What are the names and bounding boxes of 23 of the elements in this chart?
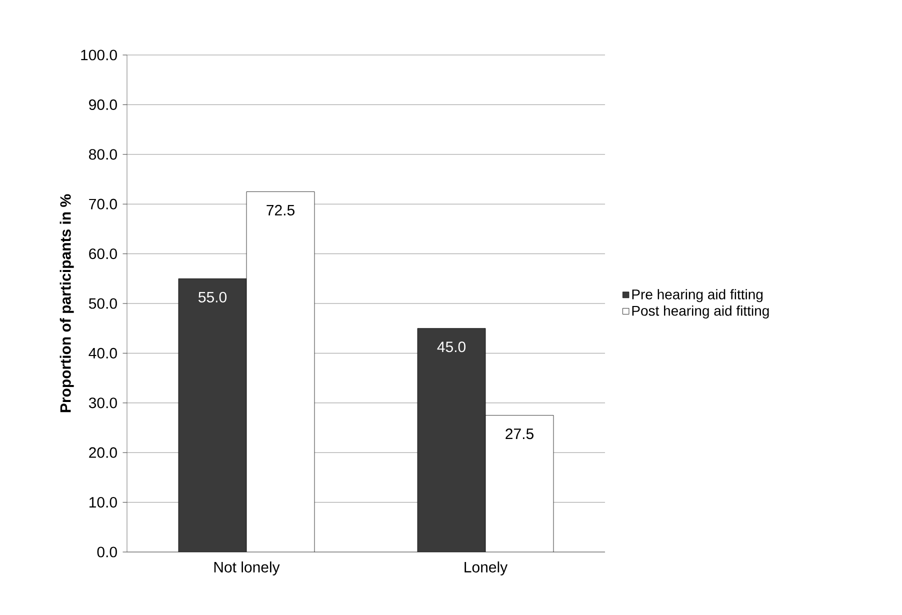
legend-label: Pre hearing aid fitting	[632, 289, 763, 302]
y-tick-label: 0.0	[97, 546, 117, 558]
bar	[178, 278, 247, 552]
bar	[417, 328, 486, 552]
y-tick-label: 20.0	[89, 447, 117, 458]
y-tick-label: 10.0	[89, 496, 117, 508]
y-tick-label: 90.0	[89, 99, 117, 110]
data-label: 72.5	[266, 204, 294, 216]
data-label: 27.5	[506, 428, 534, 440]
bar	[485, 415, 554, 552]
data-label: 55.0	[198, 292, 227, 302]
y-tick-label: 60.0	[89, 248, 117, 260]
y-tick-label: 100.0	[81, 50, 117, 60]
data-label: 45.0	[437, 342, 466, 352]
y-tick-label: 40.0	[88, 348, 117, 358]
x-tick-label: Not lonely	[214, 561, 280, 576]
x-tick-label: Lonely	[464, 561, 508, 576]
y-tick-label: 50.0	[88, 298, 117, 309]
y-tick-label: 70.0	[89, 198, 117, 210]
text: Post hearing aid fitting	[632, 305, 769, 319]
y-axis-title: Proportion of participants in %	[60, 194, 74, 412]
y-tick-label: 80.0	[89, 149, 117, 160]
y-tick-label: 30.0	[88, 398, 117, 408]
